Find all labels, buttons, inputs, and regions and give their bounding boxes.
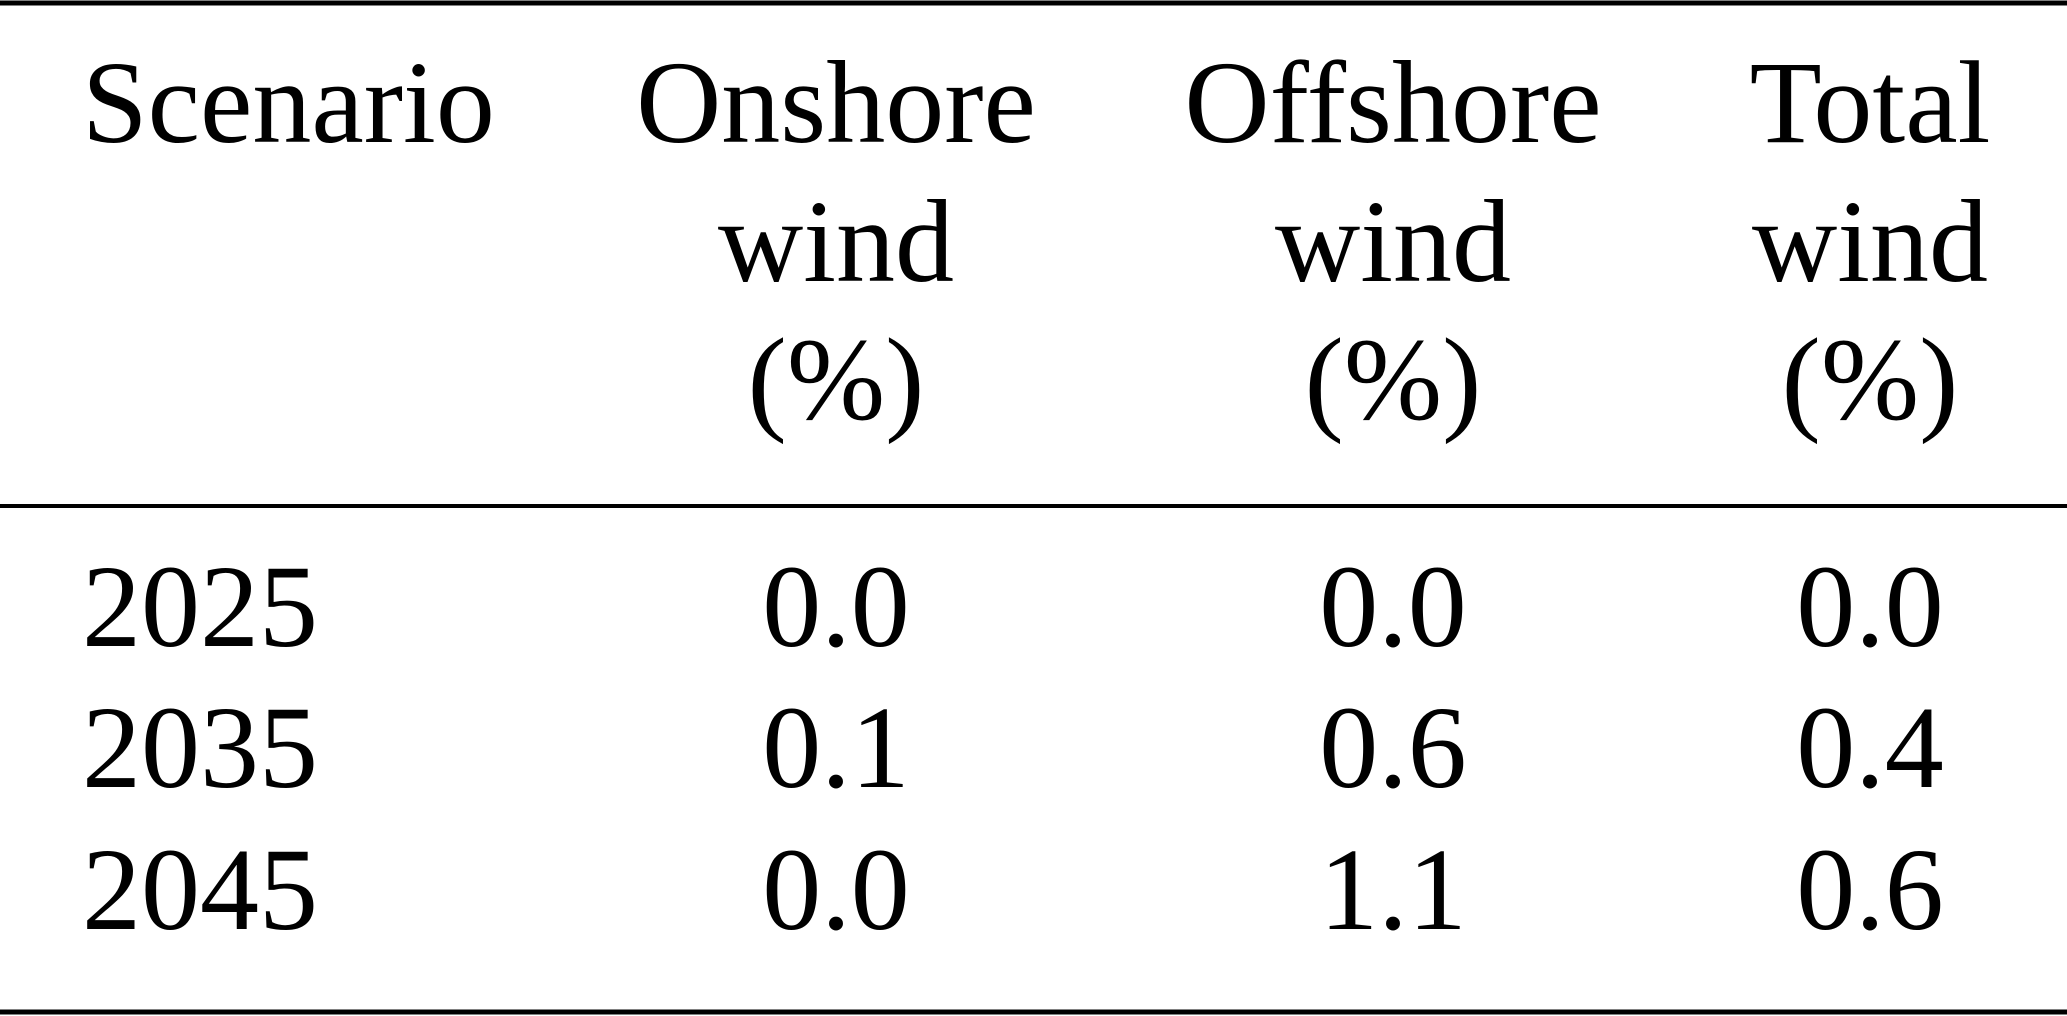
- cell: 0.0: [762, 541, 910, 672]
- header-cell: Scenario: [82, 37, 495, 168]
- cell: 0.4: [1796, 682, 1944, 813]
- cell: 0.0: [1319, 541, 1467, 672]
- header-cell: Offshore: [1184, 37, 1601, 168]
- row-label: 2035: [82, 682, 318, 813]
- cell: 0.0: [762, 824, 910, 955]
- header-cell: Onshore: [636, 37, 1036, 168]
- header-cell: wind: [718, 176, 954, 307]
- cell: 0.6: [1319, 682, 1467, 813]
- header-cell: wind: [1752, 176, 1988, 307]
- header-cell: (%): [1305, 314, 1482, 445]
- cell: 1.1: [1319, 824, 1467, 955]
- header-cell: (%): [1782, 314, 1959, 445]
- cell: 0.0: [1796, 541, 1944, 672]
- header-cell: wind: [1275, 176, 1511, 307]
- cell: 0.1: [762, 682, 910, 813]
- cell: 0.6: [1796, 824, 1944, 955]
- header-cell: Total: [1750, 37, 1991, 168]
- row-label: 2045: [82, 824, 318, 955]
- header-cell: (%): [748, 314, 925, 445]
- row-label: 2025: [82, 541, 318, 672]
